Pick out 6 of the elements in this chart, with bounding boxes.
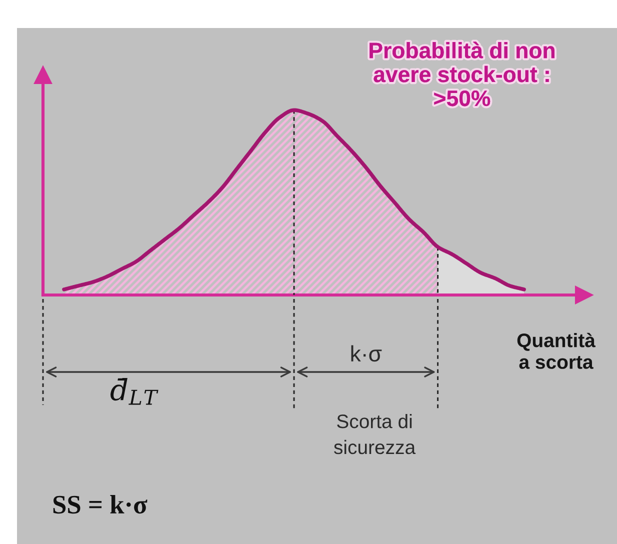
text: d̄$_{LT}$: [110, 378, 158, 405]
x-axis-title: Quantità a scorta: [517, 332, 596, 369]
text: Probabilità di non avere stock-out : >50%: [370, 42, 554, 106]
text: k·σ: [351, 345, 382, 362]
text: SS = k·σ: [53, 495, 148, 514]
text: Scorta di sicurezza: [334, 414, 416, 454]
